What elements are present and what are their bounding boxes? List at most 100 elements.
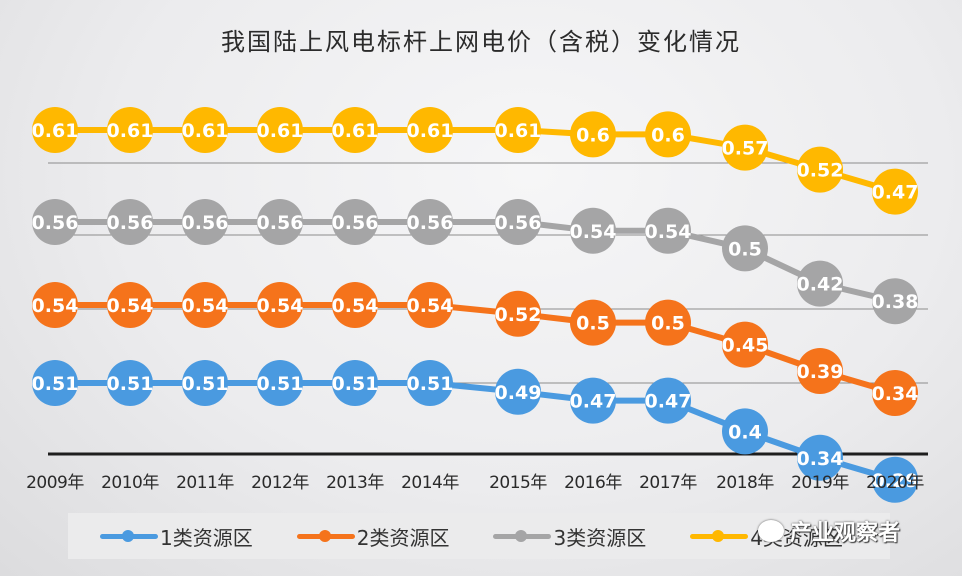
data-point-marker[interactable]	[32, 199, 78, 245]
data-point-marker[interactable]	[182, 199, 228, 245]
data-point-marker[interactable]	[797, 348, 843, 394]
data-point-marker[interactable]	[797, 434, 843, 481]
data-point-marker[interactable]	[645, 111, 691, 158]
x-tick-label: 2009年	[26, 473, 84, 493]
data-point-marker[interactable]	[107, 360, 153, 406]
data-point-marker[interactable]	[32, 360, 78, 406]
data-point-marker[interactable]	[407, 107, 453, 153]
series-1: 0.51 0.51 0.51 0.51 0.51 0.51 0.49 0.47 0.47 0.4 0…	[32, 360, 918, 503]
data-label: 0.39	[797, 361, 844, 383]
data-point-marker[interactable]	[872, 370, 918, 416]
legend-label: 1类资源区	[160, 525, 253, 550]
data-label: 0.51	[407, 373, 454, 395]
data-label: 0.51	[32, 373, 79, 395]
x-tick-label: 2011年	[176, 473, 234, 493]
data-point-marker[interactable]	[872, 168, 918, 215]
data-point-marker[interactable]	[722, 124, 768, 171]
data-point-marker[interactable]	[107, 199, 153, 245]
data-label: 0.54	[332, 295, 379, 317]
data-point-marker[interactable]	[645, 207, 691, 254]
data-label: 0.38	[872, 291, 919, 313]
data-label: 0.56	[332, 212, 379, 234]
data-point-marker[interactable]	[645, 377, 691, 424]
data-point-marker[interactable]	[107, 282, 153, 328]
data-label: 0.54	[257, 295, 304, 317]
data-point-marker[interactable]	[495, 107, 541, 153]
data-point-marker[interactable]	[722, 225, 768, 272]
data-label: 0.61	[407, 120, 454, 142]
series-3: 0.56 0.56 0.56 0.56 0.56 0.56 0.56 0.54 0.54 0.5 0…	[32, 199, 919, 325]
data-point-marker[interactable]	[570, 377, 616, 424]
data-label: 0.47	[872, 182, 919, 204]
data-point-marker[interactable]	[332, 282, 378, 328]
data-point-marker[interactable]	[570, 207, 616, 254]
data-point-marker[interactable]	[32, 107, 78, 153]
x-tick-label: 2013年	[326, 473, 384, 493]
data-label: 0.56	[107, 212, 154, 234]
legend: 1类资源区 2类资源区 3类资源区 4类资源区	[68, 513, 890, 559]
data-point-marker[interactable]	[407, 199, 453, 245]
data-point-marker[interactable]	[797, 260, 843, 307]
x-tick-label: 2014年	[401, 473, 459, 493]
data-point-marker[interactable]	[495, 199, 541, 245]
data-point-marker[interactable]	[495, 290, 541, 337]
data-label: 0.51	[107, 373, 154, 395]
data-label: 0.52	[797, 160, 844, 182]
data-point-marker[interactable]	[570, 299, 616, 346]
data-point-marker[interactable]	[107, 107, 153, 153]
x-tick-label: 2010年	[101, 473, 159, 493]
data-label: 0.34	[797, 448, 844, 470]
x-tick-label: 2012年	[251, 473, 309, 493]
data-point-marker[interactable]	[182, 107, 228, 153]
legend-item-1[interactable]: 1类资源区	[100, 522, 253, 551]
data-label: 0.6	[576, 124, 610, 146]
legend-line-marker-icon	[296, 530, 355, 542]
data-label: 0.47	[570, 391, 617, 413]
legend-line-marker-icon	[690, 530, 749, 542]
x-axis-labels: 2009年 2010年 2011年 2012年 2013年 2014年 2015年 2016年…	[0, 468, 962, 493]
chart-title: 我国陆上风电标杆上网电价（含税）变化情况	[221, 28, 741, 56]
data-point-marker[interactable]	[257, 282, 303, 328]
watermark: 产业观察者	[758, 515, 900, 547]
x-tick-label: 2019年	[791, 473, 849, 493]
data-point-marker[interactable]	[407, 360, 453, 406]
data-label: 0.6	[651, 124, 685, 146]
data-point-marker[interactable]	[332, 107, 378, 153]
data-point-marker[interactable]	[722, 321, 768, 368]
data-label: 0.56	[32, 212, 79, 234]
data-point-marker[interactable]	[182, 282, 228, 328]
data-point-marker[interactable]	[332, 360, 378, 406]
data-point-marker[interactable]	[257, 107, 303, 153]
data-point-marker[interactable]	[257, 360, 303, 406]
data-label: 0.5	[651, 313, 685, 335]
series-2: 0.54 0.54 0.54 0.54 0.54 0.54 0.52 0.5 0.5 0.45 0.…	[32, 282, 919, 416]
data-point-marker[interactable]	[797, 146, 843, 193]
data-label: 0.54	[182, 295, 229, 317]
data-point-marker[interactable]	[570, 111, 616, 158]
data-point-marker[interactable]	[32, 282, 78, 328]
data-label: 0.61	[182, 120, 229, 142]
data-label: 0.45	[722, 335, 769, 357]
data-point-marker[interactable]	[872, 456, 918, 503]
legend-item-3[interactable]: 3类资源区	[493, 522, 646, 551]
series-line	[55, 380, 896, 483]
data-label: 0.54	[32, 295, 79, 317]
legend-item-2[interactable]: 2类资源区	[296, 522, 449, 551]
data-label: 0.42	[797, 274, 844, 296]
data-label: 0.47	[645, 391, 692, 413]
wechat-icon	[758, 520, 784, 542]
legend-line-marker-icon	[100, 530, 158, 542]
data-label: 0.34	[872, 383, 919, 405]
data-point-marker[interactable]	[722, 408, 768, 455]
data-point-marker[interactable]	[645, 299, 691, 346]
data-point-marker[interactable]	[257, 199, 303, 245]
data-point-marker[interactable]	[872, 278, 918, 325]
data-point-marker[interactable]	[332, 199, 378, 245]
data-point-marker[interactable]	[495, 368, 541, 415]
x-tick-label: 2020年	[866, 473, 924, 493]
data-point-marker[interactable]	[182, 360, 228, 406]
data-point-marker[interactable]	[407, 282, 453, 328]
data-label: 0.49	[495, 382, 542, 404]
legend-line-marker-icon	[493, 530, 552, 542]
